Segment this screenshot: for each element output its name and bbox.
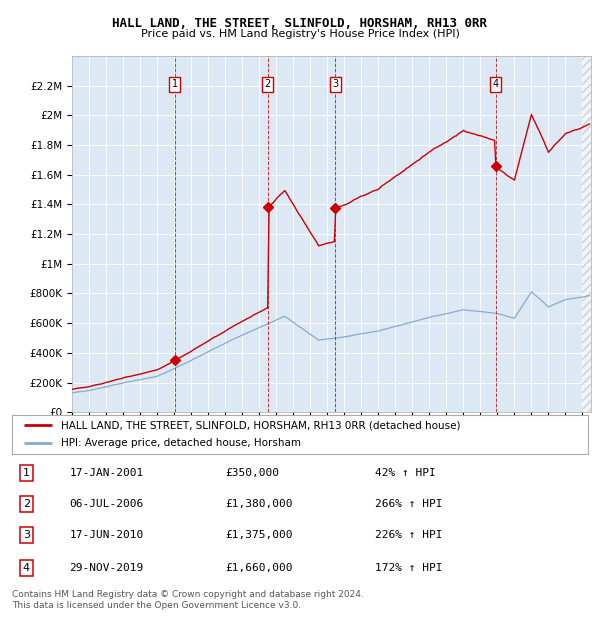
Text: Price paid vs. HM Land Registry's House Price Index (HPI): Price paid vs. HM Land Registry's House … — [140, 29, 460, 38]
Text: £1,660,000: £1,660,000 — [225, 563, 293, 573]
Text: 1: 1 — [23, 467, 30, 477]
Text: 3: 3 — [23, 530, 30, 540]
Text: 4: 4 — [23, 563, 30, 573]
Text: £350,000: £350,000 — [225, 467, 279, 477]
Text: 42% ↑ HPI: 42% ↑ HPI — [375, 467, 436, 477]
Text: HALL LAND, THE STREET, SLINFOLD, HORSHAM, RH13 0RR (detached house): HALL LAND, THE STREET, SLINFOLD, HORSHAM… — [61, 420, 460, 430]
Text: 172% ↑ HPI: 172% ↑ HPI — [375, 563, 442, 573]
Text: 266% ↑ HPI: 266% ↑ HPI — [375, 499, 442, 509]
Text: Contains HM Land Registry data © Crown copyright and database right 2024.
This d: Contains HM Land Registry data © Crown c… — [12, 590, 364, 609]
Text: HPI: Average price, detached house, Horsham: HPI: Average price, detached house, Hors… — [61, 438, 301, 448]
Text: £1,375,000: £1,375,000 — [225, 530, 293, 540]
Text: 17-JAN-2001: 17-JAN-2001 — [70, 467, 144, 477]
Text: 17-JUN-2010: 17-JUN-2010 — [70, 530, 144, 540]
Text: 06-JUL-2006: 06-JUL-2006 — [70, 499, 144, 509]
Text: 226% ↑ HPI: 226% ↑ HPI — [375, 530, 442, 540]
Text: 2: 2 — [23, 499, 30, 509]
Text: 2: 2 — [265, 79, 271, 89]
Text: £1,380,000: £1,380,000 — [225, 499, 293, 509]
Text: 4: 4 — [493, 79, 499, 89]
Text: 1: 1 — [172, 79, 178, 89]
Text: 3: 3 — [332, 79, 338, 89]
Text: HALL LAND, THE STREET, SLINFOLD, HORSHAM, RH13 0RR: HALL LAND, THE STREET, SLINFOLD, HORSHAM… — [113, 17, 487, 30]
Text: 29-NOV-2019: 29-NOV-2019 — [70, 563, 144, 573]
